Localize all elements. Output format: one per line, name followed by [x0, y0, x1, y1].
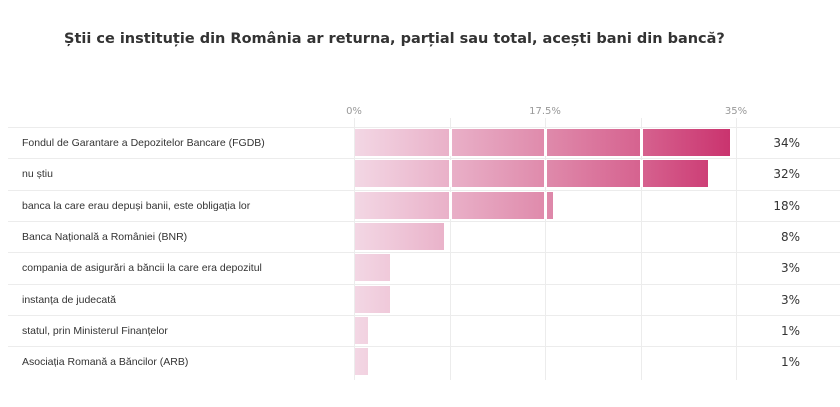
bar-segment-gap — [448, 160, 452, 188]
bar — [355, 222, 445, 250]
bar — [355, 316, 368, 344]
category-label: compania de asigurări a băncii la care e… — [22, 262, 262, 275]
bar-segment-gap — [448, 191, 452, 219]
value-label: 3% — [780, 261, 800, 276]
bar-segment-gap — [639, 129, 643, 156]
row-divider — [8, 220, 840, 222]
row-divider — [8, 158, 840, 160]
bar-segment-gap — [448, 129, 452, 156]
gridline — [736, 118, 737, 380]
row-divider — [8, 346, 840, 348]
bar — [355, 191, 554, 219]
bar-segment-gap — [544, 191, 547, 219]
value-label: 1% — [780, 355, 800, 370]
bar — [355, 129, 731, 156]
value-label: 1% — [780, 323, 800, 338]
category-label: banca la care erau depuși banii, este ob… — [22, 199, 251, 212]
category-label: Banca Națională a României (BNR) — [22, 230, 188, 243]
row-divider — [8, 283, 840, 285]
category-label: Fondul de Garantare a Depozitelor Bancar… — [22, 137, 265, 149]
value-label: 34% — [773, 136, 800, 150]
gridline — [354, 118, 355, 380]
row-divider — [8, 252, 840, 254]
bar-segment-gap — [544, 129, 547, 156]
gridline — [545, 118, 546, 380]
value-label: 32% — [773, 167, 800, 182]
value-label: 3% — [780, 292, 800, 307]
value-label: 8% — [780, 229, 800, 244]
tick-label: 0% — [346, 106, 362, 117]
row-divider — [8, 189, 840, 191]
tick-label: 35% — [724, 106, 748, 117]
bar — [355, 254, 390, 282]
category-label: nu știu — [22, 168, 53, 181]
category-label: Asociația Romană a Băncilor (ARB) — [22, 356, 189, 369]
category-label: statul, prin Ministerul Finanțelor — [22, 324, 168, 337]
bar-segment-gap — [544, 160, 547, 188]
bar — [355, 160, 709, 188]
bar — [355, 348, 368, 376]
bar — [355, 285, 390, 313]
gridline — [640, 118, 642, 380]
gridline — [449, 118, 451, 380]
bar-segment-gap — [639, 160, 643, 188]
row-divider — [8, 314, 840, 316]
row-divider — [8, 127, 840, 128]
tick-label: 17.5% — [529, 106, 561, 117]
value-label: 18% — [773, 198, 800, 213]
chart-title: Știi ce instituție din România ar return… — [64, 31, 725, 47]
category-label: instanța de judecată — [22, 293, 116, 306]
